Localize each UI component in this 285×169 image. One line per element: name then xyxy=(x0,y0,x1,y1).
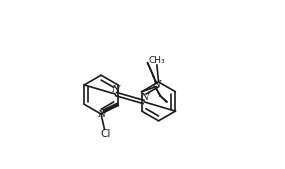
Text: CH₃: CH₃ xyxy=(148,56,165,65)
Text: N: N xyxy=(140,93,148,102)
Text: N: N xyxy=(152,80,160,89)
Text: N: N xyxy=(111,85,120,94)
Text: N: N xyxy=(98,110,106,119)
Text: Cl: Cl xyxy=(100,128,111,139)
